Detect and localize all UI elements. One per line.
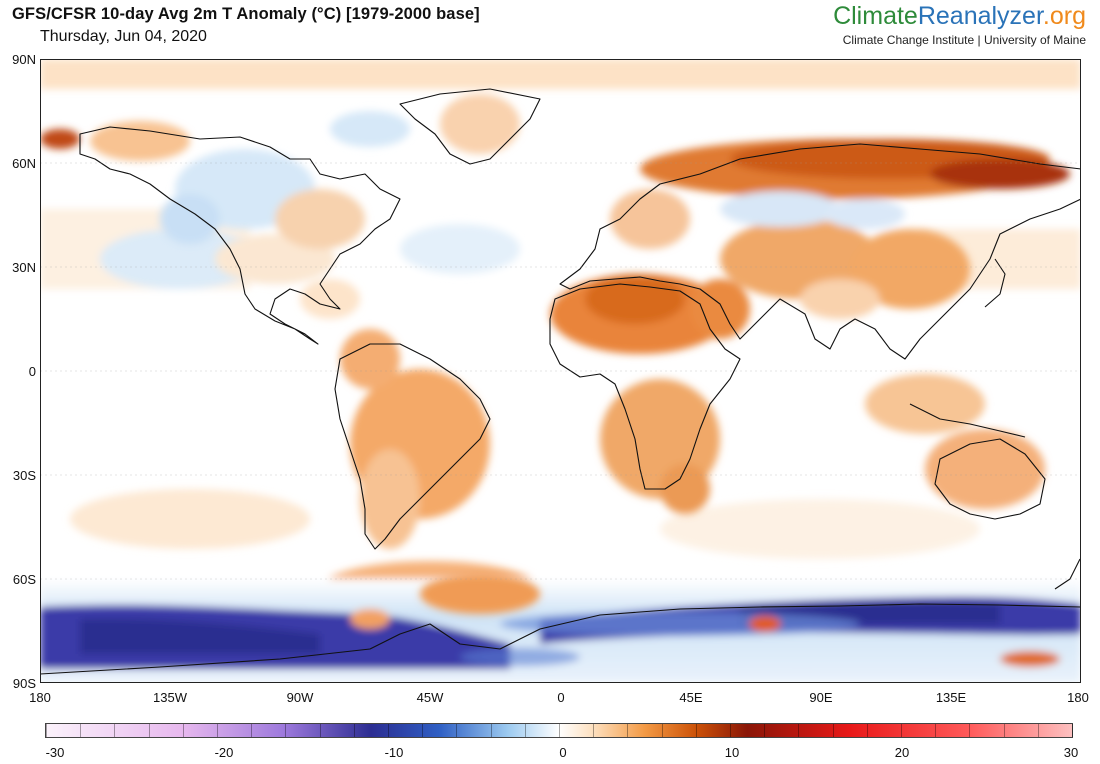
south-america-outline: [334, 343, 491, 550]
colorbar-tick-minus10: -10: [384, 745, 404, 760]
colorbar-tick-mark: [182, 724, 184, 737]
colorbar-tick-30: 30: [1063, 745, 1079, 760]
colorbar-tick-mark: [866, 724, 868, 737]
colorbar-tick-mark: [148, 724, 150, 737]
colorbar-tick-mark: [114, 724, 116, 737]
colorbar-tick-mark: [388, 724, 389, 737]
graticule: [40, 162, 1081, 580]
colorbar-tick-mark: [935, 724, 937, 737]
north-america-outline: [79, 126, 401, 345]
colorbar-tick-mark: [1003, 724, 1005, 737]
brand-logo[interactable]: ClimateReanalyzer.org: [833, 2, 1086, 30]
lon-label-180e: 180: [1067, 690, 1089, 705]
colorbar-tick-mark: [901, 724, 902, 737]
lat-label-60s: 60S: [12, 572, 36, 587]
colorbar-tick-mark: [969, 724, 971, 737]
colorbar-tick-mark: [422, 724, 424, 737]
antarctica-outline: [40, 603, 1081, 683]
map-title: GFS/CFSR 10-day Avg 2m T Anomaly (°C) [1…: [12, 5, 480, 23]
colorbar-tick-mark: [730, 724, 731, 737]
colorbar-tick-mark: [251, 724, 253, 737]
lon-label-90e: 90E: [809, 690, 833, 705]
colorbar-tick-mark: [764, 724, 766, 737]
lon-label-135e: 135E: [935, 690, 967, 705]
colorbar-tick-mark: [490, 724, 492, 737]
africa-outline: [549, 283, 741, 490]
lat-label-60n: 60N: [12, 156, 36, 171]
lat-label-30n: 30N: [12, 260, 36, 275]
colorbar-tick-mark: [832, 724, 834, 737]
coastlines: [40, 88, 1081, 683]
colorbar-tick-mark: [456, 724, 458, 737]
australia-outline: [934, 438, 1046, 520]
lon-label-135w: 135W: [153, 690, 187, 705]
anomaly-map: [40, 59, 1081, 683]
lat-label-30s: 30S: [12, 468, 36, 483]
lon-label-180w: 180: [29, 690, 51, 705]
colorbar-tick-mark: [46, 724, 47, 737]
colorbar-tick-mark: [661, 724, 663, 737]
colorbar-tick-mark: [593, 724, 595, 737]
colorbar-tick-mark: [1072, 724, 1073, 737]
brand-subtitle: Climate Change Institute | University of…: [842, 33, 1086, 47]
colorbar-tick-20: 20: [894, 745, 910, 760]
colorbar-tick-mark: [353, 724, 355, 737]
lon-label-0: 0: [557, 690, 565, 705]
colorbar: [45, 723, 1073, 738]
colorbar-tick-minus30: -30: [45, 745, 65, 760]
colorbar-tick-0: 0: [559, 745, 567, 760]
map-date: Thursday, Jun 04, 2020: [40, 28, 207, 45]
colorbar-tick-minus20: -20: [214, 745, 234, 760]
colorbar-tick-mark: [217, 724, 218, 737]
japan-outline: [984, 258, 1006, 308]
colorbar-tick-mark: [285, 724, 287, 737]
lon-label-90w: 90W: [286, 690, 314, 705]
colorbar-tick-mark: [80, 724, 82, 737]
indonesia-outline: [909, 403, 1026, 438]
greenland-outline: [399, 88, 541, 165]
eurasia-outline: [559, 143, 1081, 360]
colorbar-tick-mark: [695, 724, 697, 737]
colorbar-tick-mark: [524, 724, 526, 737]
colorbar-tick-mark: [798, 724, 800, 737]
lat-label-90n: 90N: [12, 52, 36, 67]
colorbar-tick-mark: [559, 724, 560, 737]
lon-label-45w: 45W: [416, 690, 444, 705]
lon-label-45e: 45E: [679, 690, 703, 705]
colorbar-tick-10: 10: [724, 745, 740, 760]
lat-label-90s: 90S: [12, 676, 36, 691]
colorbar-tick-mark: [319, 724, 321, 737]
lat-label-0: 0: [28, 364, 36, 379]
colorbar-tick-mark: [1037, 724, 1039, 737]
map-frame: [40, 59, 1081, 683]
colorbar-tick-mark: [627, 724, 629, 737]
